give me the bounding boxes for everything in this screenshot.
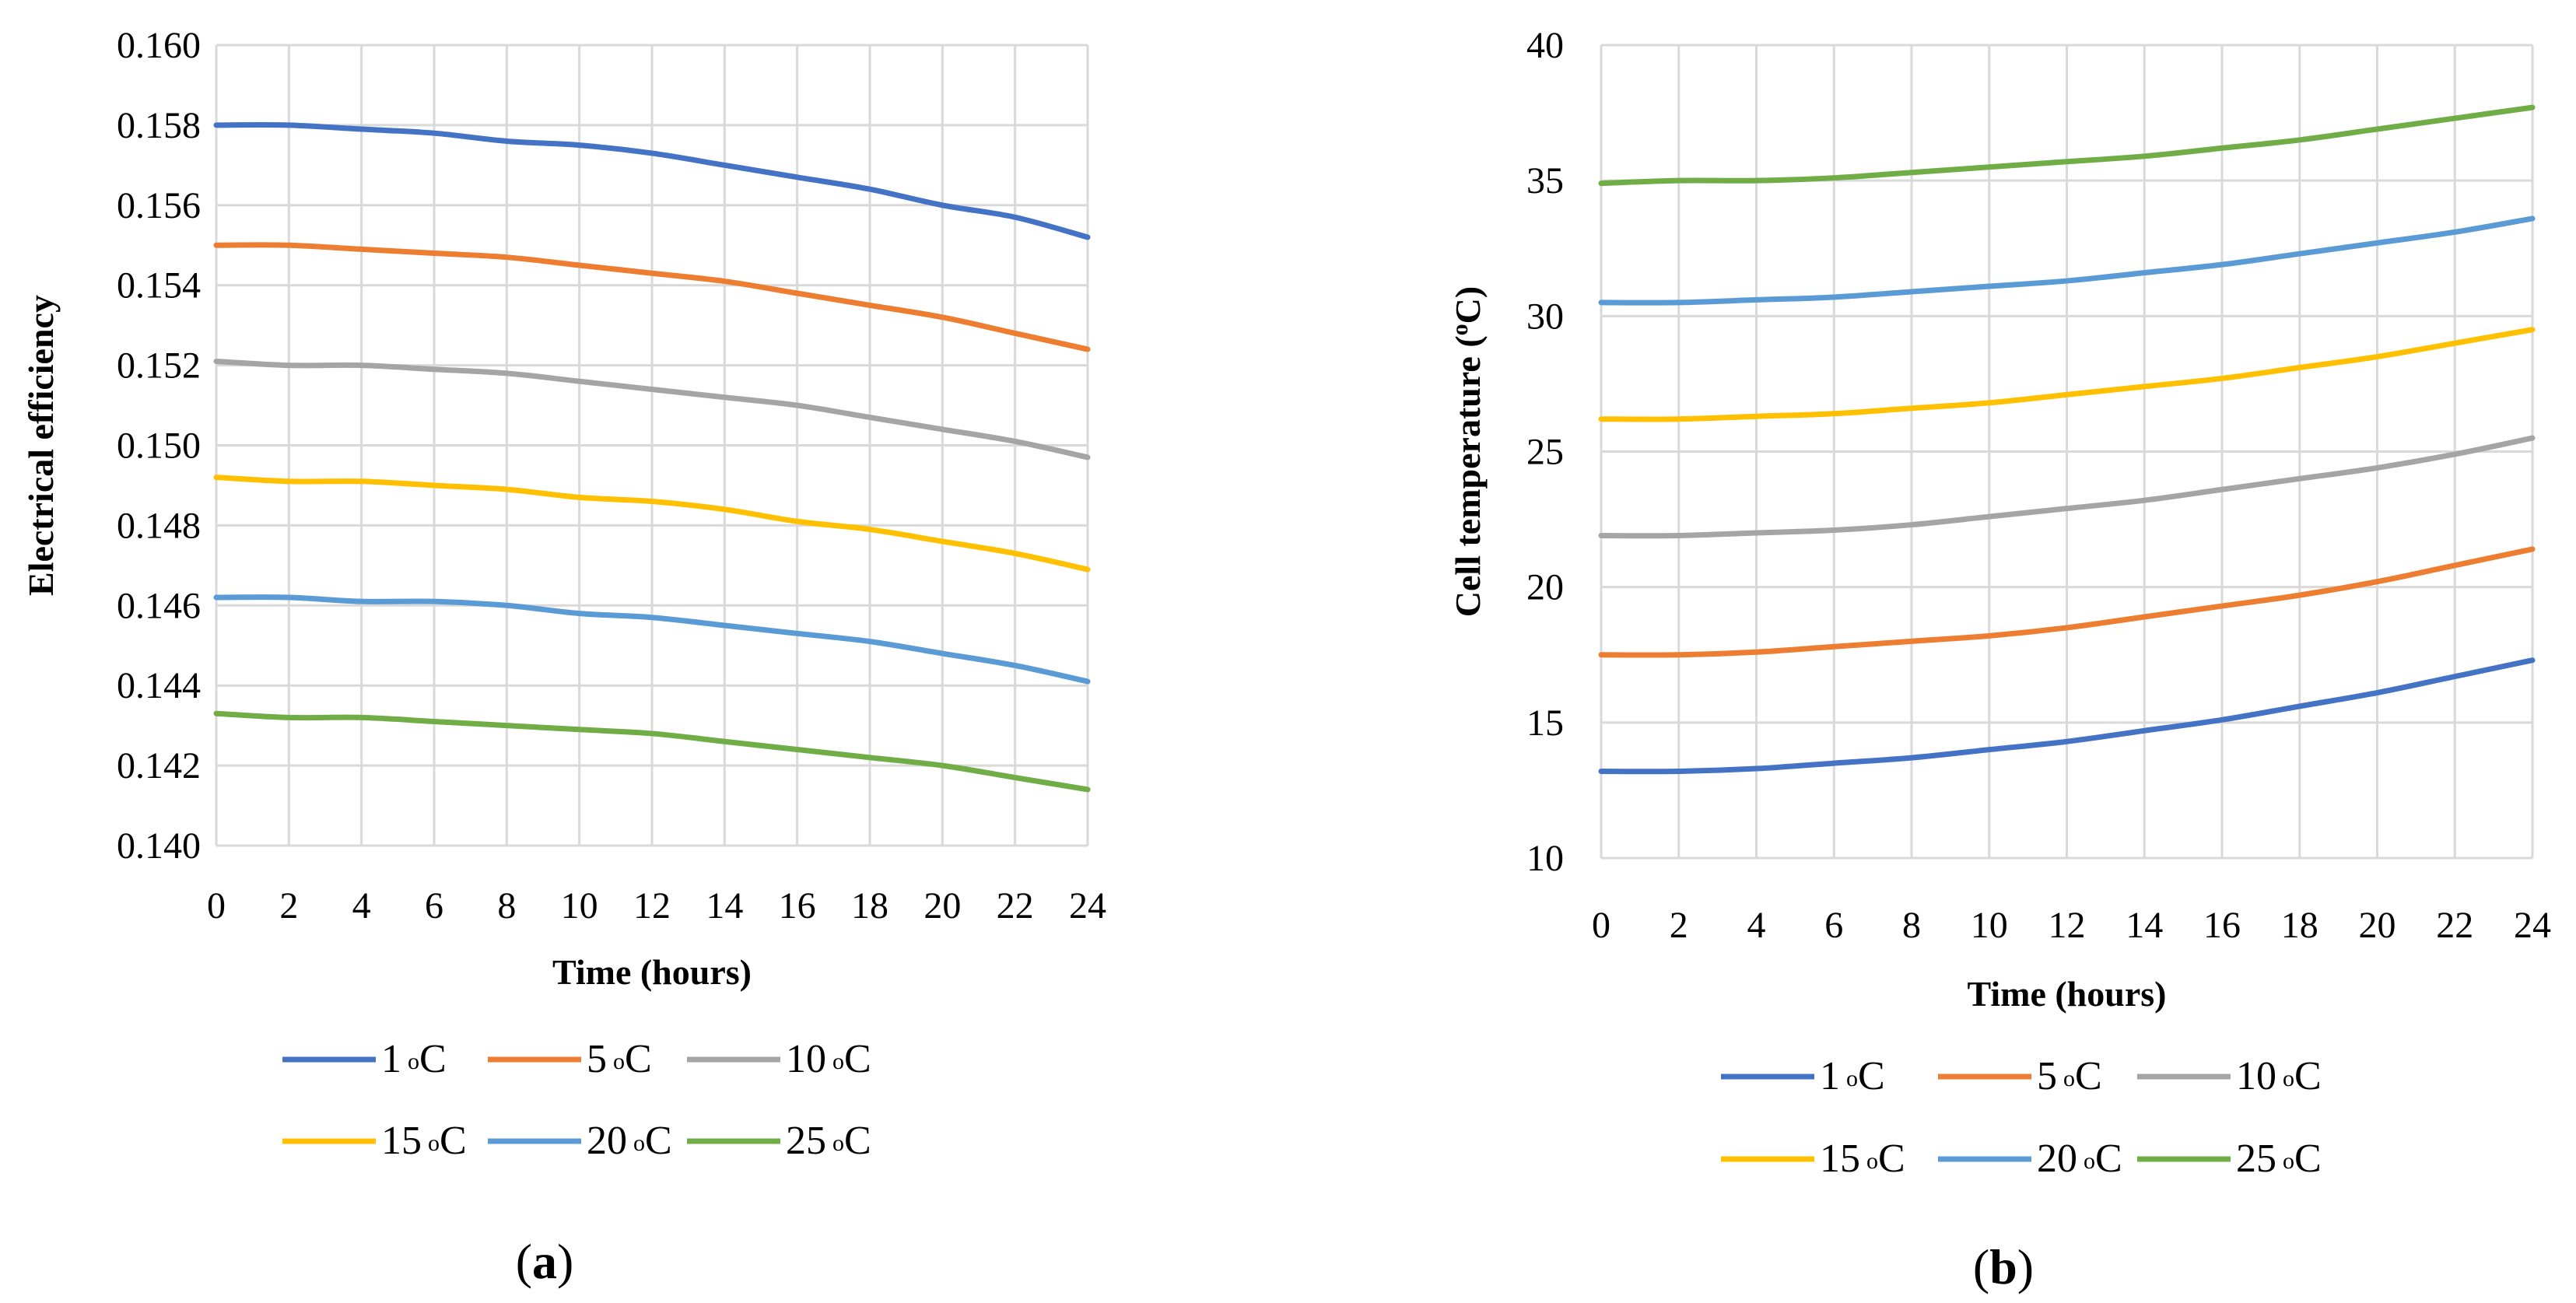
y-tick-label: 0.150 — [117, 426, 201, 467]
y-tick-label: 25 — [1526, 432, 1564, 473]
y-axis-title: Electrical efficiency — [21, 295, 61, 596]
y-tick-label: 0.142 — [117, 745, 201, 786]
y-tick-label: 0.158 — [117, 105, 201, 146]
x-tick-label: 0 — [207, 885, 226, 926]
legend-item-20: 20 oC — [1938, 1137, 2122, 1181]
legend: 1 oC 5 oC 10 oC 15 oC 20 oC 25 oC — [282, 1037, 871, 1163]
legend-label: 25 oC — [786, 1119, 871, 1163]
legend-item-25: 25 oC — [2137, 1137, 2322, 1181]
x-tick-label: 12 — [633, 885, 671, 926]
legend-label: 20 oC — [2037, 1137, 2122, 1181]
legend-label: 15 oC — [1820, 1137, 1905, 1181]
series-line-15 — [213, 475, 1091, 573]
chart-panel-a: 0.140 0.142 0.144 0.146 0.148 0.150 0.152 0.154… — [21, 25, 1106, 1289]
x-tick-label: 24 — [1069, 885, 1106, 926]
series-line-25 — [1598, 104, 2536, 187]
series-line-20 — [213, 594, 1091, 685]
x-tick-label: 20 — [924, 885, 961, 926]
legend: 1 oC 5 oC 10 oC 15 oC 20 oC 25 oC — [1721, 1054, 2322, 1181]
x-tick-label: 0 — [1592, 905, 1610, 946]
legend-label: 1 oC — [1820, 1054, 1885, 1098]
x-tick-label: 18 — [851, 885, 888, 926]
panel-label: (b) — [1973, 1239, 2034, 1294]
x-axis-title: Time (hours) — [552, 952, 752, 992]
y-tick-label: 0.146 — [117, 585, 201, 626]
y-tick-label: 35 — [1526, 160, 1564, 201]
y-tick-label: 15 — [1526, 702, 1564, 744]
panel-label: (a) — [516, 1234, 574, 1289]
legend-item-25: 25 oC — [687, 1119, 871, 1163]
series-line-5 — [213, 242, 1091, 352]
y-axis-title: Cell temperature (oC) — [1447, 286, 1488, 617]
y-tick-label: 0.140 — [117, 825, 201, 867]
x-tick-label: 10 — [561, 885, 598, 926]
series-line-5 — [1598, 546, 2536, 658]
series-line-15 — [1598, 327, 2536, 422]
x-tick-label: 18 — [2281, 905, 2318, 946]
legend-item-10: 10 oC — [2137, 1054, 2322, 1098]
legend-item-20: 20 oC — [488, 1119, 672, 1163]
series-line-10 — [1598, 435, 2536, 539]
y-tick-label: 20 — [1526, 567, 1564, 608]
legend-label: 1 oC — [381, 1037, 447, 1081]
legend-label: 15 oC — [381, 1119, 467, 1163]
legend-item-5: 5 oC — [1938, 1054, 2102, 1098]
legend-item-5: 5 oC — [488, 1037, 652, 1081]
legend-label: 5 oC — [587, 1037, 652, 1081]
y-tick-label: 0.156 — [117, 185, 201, 226]
legend-label: 25 oC — [2236, 1137, 2322, 1181]
x-tick-label: 8 — [497, 885, 516, 926]
x-tick-label: 4 — [1747, 905, 1766, 946]
x-tick-label: 16 — [779, 885, 816, 926]
legend-label: 20 oC — [587, 1119, 672, 1163]
x-tick-label: 20 — [2359, 905, 2396, 946]
legend-item-1: 1 oC — [282, 1037, 447, 1081]
y-tick-label: 0.148 — [117, 505, 201, 546]
y-tick-label: 40 — [1526, 25, 1564, 66]
legend-label: 5 oC — [2037, 1054, 2102, 1098]
y-tick-label: 0.160 — [117, 25, 201, 66]
series-line-1 — [1598, 657, 2536, 775]
y-tick-label: 30 — [1526, 296, 1564, 337]
x-tick-label: 10 — [1971, 905, 2008, 946]
series-line-20 — [1598, 215, 2536, 306]
legend-label: 10 oC — [2236, 1054, 2322, 1098]
x-tick-label: 22 — [2436, 905, 2473, 946]
legend-item-15: 15 oC — [282, 1119, 467, 1163]
series-line-25 — [213, 710, 1091, 793]
x-tick-label: 14 — [2126, 905, 2163, 946]
legend-item-10: 10 oC — [687, 1037, 871, 1081]
x-tick-label: 6 — [1824, 905, 1843, 946]
x-tick-label: 12 — [2049, 905, 2086, 946]
x-tick-label: 14 — [706, 885, 743, 926]
series-line-10 — [213, 358, 1091, 461]
series-line-1 — [213, 122, 1091, 240]
legend-item-15: 15 oC — [1721, 1137, 1905, 1181]
x-tick-label: 2 — [1670, 905, 1688, 946]
y-tick-label: 0.152 — [117, 345, 201, 387]
y-tick-label: 0.154 — [117, 265, 201, 306]
legend-label: 10 oC — [786, 1037, 871, 1081]
x-tick-label: 22 — [997, 885, 1034, 926]
y-tick-label: 10 — [1526, 838, 1564, 879]
x-tick-label: 6 — [425, 885, 443, 926]
x-axis-title: Time (hours) — [1968, 974, 2167, 1014]
x-tick-label: 16 — [2203, 905, 2241, 946]
x-tick-label: 8 — [1902, 905, 1921, 946]
legend-item-1: 1 oC — [1721, 1054, 1885, 1098]
x-tick-label: 4 — [352, 885, 371, 926]
y-tick-label: 0.144 — [117, 665, 201, 706]
x-tick-label: 2 — [279, 885, 298, 926]
x-tick-label: 24 — [2514, 905, 2551, 946]
